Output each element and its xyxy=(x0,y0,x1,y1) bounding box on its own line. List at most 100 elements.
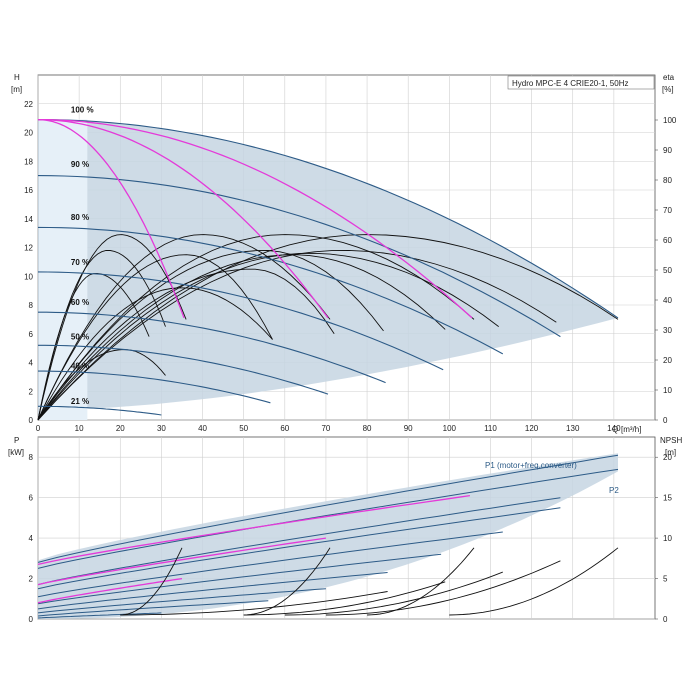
power-curve xyxy=(37,612,162,619)
x-tick-label: 50 xyxy=(239,424,248,433)
y-tick-label: 14 xyxy=(24,215,33,224)
speed-label: 80 % xyxy=(71,213,89,222)
x-tick-label: 140 xyxy=(607,424,621,433)
y-tick-label: 10 xyxy=(24,272,33,281)
head-curve xyxy=(37,226,504,355)
series-label-p1: P1 (motor+freq.converter) xyxy=(485,461,577,470)
x-tick-label: 10 xyxy=(75,424,84,433)
p-tick-label: 4 xyxy=(29,534,34,543)
npsh-curve xyxy=(243,581,446,616)
head-curve xyxy=(38,405,162,416)
speed-label: 60 % xyxy=(71,298,89,307)
npsh-curve xyxy=(243,547,331,616)
y2-tick-label: 80 xyxy=(663,176,672,185)
y-axis-label: H xyxy=(14,73,20,82)
min-flow-zone xyxy=(39,119,88,420)
series-label-p2: P2 xyxy=(609,486,619,495)
x-tick-label: 120 xyxy=(525,424,539,433)
chart-title: Hydro MPC-E 4 CRIE20-1, 50Hz xyxy=(512,79,628,88)
y2-tick-label: 90 xyxy=(663,146,672,155)
npsh-tick-label: 20 xyxy=(663,453,672,462)
efficiency-curve xyxy=(37,252,499,421)
head-curve xyxy=(37,175,561,338)
npsh-tick-label: 0 xyxy=(663,615,668,624)
power-curve xyxy=(37,588,326,614)
y-tick-label: 12 xyxy=(24,244,33,253)
p-axis-label: P xyxy=(14,436,19,445)
x-axis-unit: [m³/h] xyxy=(621,425,641,434)
y-tick-label: 20 xyxy=(24,129,33,138)
y-tick-label: 0 xyxy=(29,416,34,425)
magenta-head-curve xyxy=(37,118,185,319)
head-curve xyxy=(37,271,444,371)
power-curve xyxy=(37,531,503,598)
top-tick-labels: 0 10 20 30 40 50 60 70 80 90 100 110 120 130 140024681… xyxy=(24,100,677,433)
power-curve xyxy=(37,553,442,605)
speed-label: 50 % xyxy=(71,333,89,342)
speed-labels: 100 % 90 % 80 % 70 % 60 % 50 % 40 % 21 % xyxy=(71,105,94,406)
npsh-curve xyxy=(120,591,388,616)
npsh-curve xyxy=(325,560,561,616)
x-tick-label: 20 xyxy=(116,424,125,433)
y-tick-label: 2 xyxy=(29,387,34,396)
y-axis-unit: [m] xyxy=(11,85,22,94)
y2-axis-unit: [%] xyxy=(662,85,674,94)
y-tick-label: 8 xyxy=(29,301,34,310)
x-tick-label: 70 xyxy=(321,424,330,433)
speed-label: 100 % xyxy=(71,105,94,114)
npsh-axis-unit: [m] xyxy=(665,448,676,457)
npsh-tick-label: 15 xyxy=(663,494,672,503)
efficiency-curve xyxy=(37,254,446,421)
x-tick-label: 90 xyxy=(404,424,413,433)
power-curve xyxy=(37,507,561,590)
power-envelope-area xyxy=(38,453,618,619)
efficiency-curve xyxy=(37,254,273,421)
power-curve xyxy=(37,497,561,586)
x-tick-label: 100 xyxy=(443,424,457,433)
operating-envelope xyxy=(38,119,618,420)
y2-tick-label: 30 xyxy=(663,326,672,335)
x-tick-label: 110 xyxy=(484,424,497,433)
envelope-area xyxy=(38,119,618,420)
magenta-power-curve xyxy=(37,494,470,566)
x-tick-label: 0 xyxy=(36,424,41,433)
efficiency-curve xyxy=(37,234,475,421)
p-tick-label: 6 xyxy=(29,494,34,503)
magenta-power-curve xyxy=(37,537,326,586)
npsh-curve xyxy=(449,547,619,616)
bottom-tick-labels: 0 2 4 6 8 0 5 10 15 20 xyxy=(29,453,673,624)
speed-label: 90 % xyxy=(71,160,89,169)
efficiency-curve xyxy=(37,234,187,421)
x-tick-label: 60 xyxy=(280,424,289,433)
efficiency-curve xyxy=(37,287,273,421)
npsh-curve xyxy=(120,547,183,616)
power-curves xyxy=(37,454,619,619)
speed-label: 70 % xyxy=(71,258,89,267)
p-tick-label: 0 xyxy=(29,615,34,624)
power-curve xyxy=(37,600,269,617)
magenta-power-curve xyxy=(37,577,183,604)
power-envelope xyxy=(38,453,618,619)
y-tick-label: 22 xyxy=(24,100,33,109)
efficiency-curve xyxy=(37,234,331,421)
title-box xyxy=(507,75,655,90)
npsh-tick-label: 10 xyxy=(663,534,672,543)
speed-label: 21 % xyxy=(71,397,89,406)
power-npsh-chart: 0 2 4 6 8 0 5 10 15 20 P [kW] NPSH [m] P1 (motor+… xyxy=(8,436,682,624)
efficiency-curve xyxy=(37,234,619,421)
power-curve xyxy=(37,468,619,569)
y2-tick-label: 100 xyxy=(663,116,677,125)
head-curve xyxy=(37,119,619,319)
npsh-curve xyxy=(284,571,503,616)
y2-tick-label: 10 xyxy=(663,386,672,395)
speed-label: 40 % xyxy=(71,361,89,370)
npsh-axis-label: NPSH xyxy=(660,436,682,445)
x-tick-label: 30 xyxy=(157,424,166,433)
y2-tick-label: 70 xyxy=(663,206,672,215)
y2-tick-label: 60 xyxy=(663,236,672,245)
x-axis-label: Q xyxy=(612,425,618,434)
efficiency-curve xyxy=(37,250,384,421)
x-tick-label: 40 xyxy=(198,424,207,433)
p-tick-label: 8 xyxy=(29,453,34,462)
y2-tick-label: 40 xyxy=(663,296,672,305)
